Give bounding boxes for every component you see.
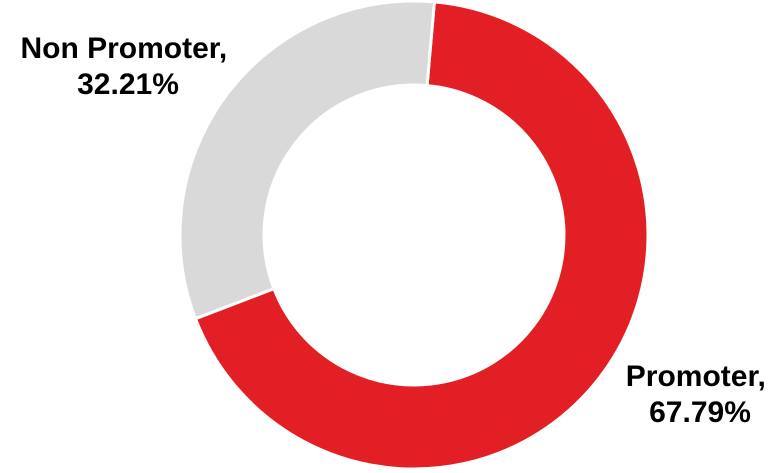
slice-promoter [193,0,650,471]
data-label-promoter-name: Promoter, [626,360,766,393]
data-label-non-promoter-value: 32.21% [77,68,179,101]
data-label-promoter-value: 67.79% [649,396,751,429]
data-label-non-promoter: Non Promoter, 32.21% [20,32,235,101]
data-label-promoter: Promoter, 67.79% [626,360,774,429]
chart-slices [178,0,650,471]
slice-non-promoter [178,0,437,321]
data-label-non-promoter-name: Non Promoter, [20,32,227,65]
